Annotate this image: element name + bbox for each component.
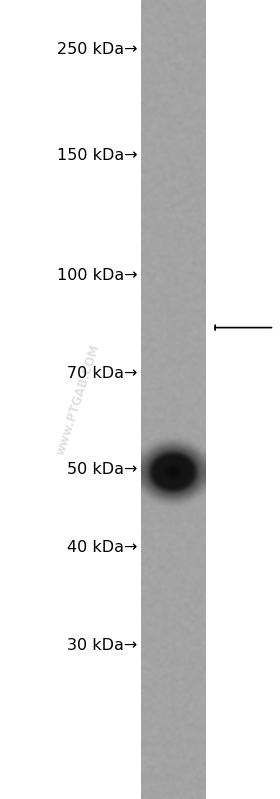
- Text: 250 kDa→: 250 kDa→: [57, 42, 137, 57]
- Text: 50 kDa→: 50 kDa→: [67, 463, 137, 477]
- Text: 100 kDa→: 100 kDa→: [57, 268, 137, 283]
- Text: www.PTGAB.COM: www.PTGAB.COM: [54, 342, 102, 457]
- Text: 40 kDa→: 40 kDa→: [67, 540, 137, 555]
- Text: 70 kDa→: 70 kDa→: [67, 367, 137, 381]
- Text: 30 kDa→: 30 kDa→: [67, 638, 137, 653]
- Text: 150 kDa→: 150 kDa→: [57, 149, 137, 163]
